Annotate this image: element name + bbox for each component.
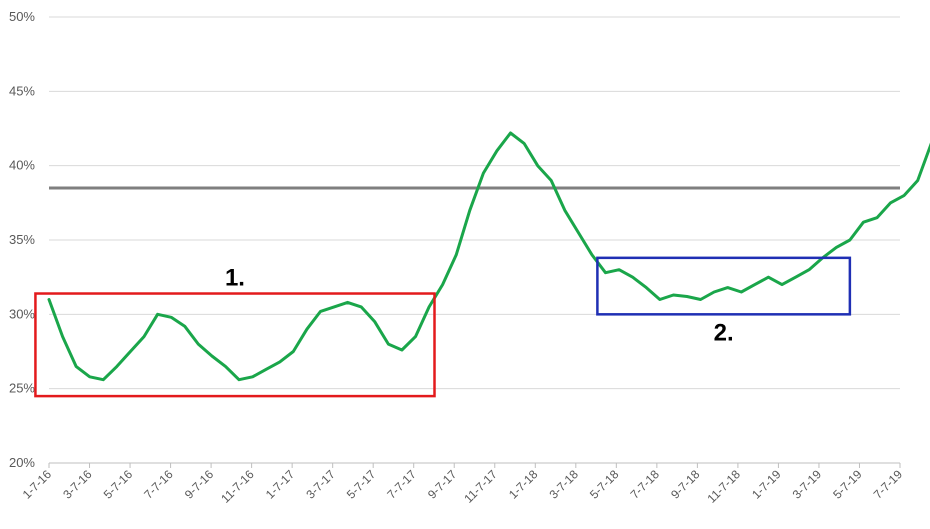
- y-axis-ticks: 20% 25% 30% 35% 40% 45% 50%: [9, 9, 35, 470]
- series-line: [47, 131, 930, 382]
- x-tick-label: 5-7-17: [344, 467, 379, 502]
- x-tick-label: 1-7-16: [20, 467, 55, 502]
- y-tick-label: 50%: [9, 9, 35, 24]
- y-tick-label: 45%: [9, 83, 35, 98]
- y-tick-label: 40%: [9, 158, 35, 173]
- x-tick-label: 3-7-19: [790, 467, 825, 502]
- x-tick-label: 11-7-17: [461, 467, 500, 506]
- x-axis-ticks: 1-7-16 3-7-16 5-7-16 7-7-16 9-7-16 11-7-16 1-7…: [20, 463, 906, 506]
- annotation-box: [34, 292, 436, 398]
- y-tick-label: 20%: [9, 455, 35, 470]
- x-tick-label: 9-7-16: [182, 467, 217, 502]
- x-tick-label: 3-7-16: [60, 467, 95, 502]
- x-tick-label: 5-7-18: [587, 467, 622, 502]
- x-tick-label: 7-7-18: [628, 467, 663, 502]
- x-tick-label: 9-7-18: [668, 467, 703, 502]
- series-layer: [47, 131, 930, 382]
- y-tick-label: 35%: [9, 232, 35, 247]
- x-tick-label: 3-7-18: [547, 467, 582, 502]
- x-tick-label: 9-7-17: [425, 467, 460, 502]
- y-tick-label: 25%: [9, 381, 35, 396]
- x-tick-label: 11-7-18: [704, 467, 743, 506]
- x-tick-label: 11-7-16: [218, 467, 257, 506]
- x-tick-label: 7-7-16: [141, 467, 176, 502]
- annotation-label: 1.: [225, 265, 245, 292]
- x-tick-label: 7-7-17: [384, 467, 419, 502]
- x-tick-label: 1-7-18: [506, 467, 541, 502]
- x-tick-label: 1-7-19: [749, 467, 784, 502]
- annotation-boxes: 1.2.3.4.5.: [34, 256, 852, 398]
- x-tick-label: 5-7-19: [830, 467, 865, 502]
- x-tick-label: 5-7-16: [101, 467, 136, 502]
- x-tick-label: 3-7-17: [303, 467, 338, 502]
- x-tick-label: 7-7-19: [871, 467, 906, 502]
- x-tick-label: 1-7-17: [263, 467, 298, 502]
- gridlines: [49, 16, 900, 464]
- y-tick-label: 30%: [9, 306, 35, 321]
- annotation-box: [596, 256, 852, 316]
- annotation-label: 2.: [714, 319, 734, 346]
